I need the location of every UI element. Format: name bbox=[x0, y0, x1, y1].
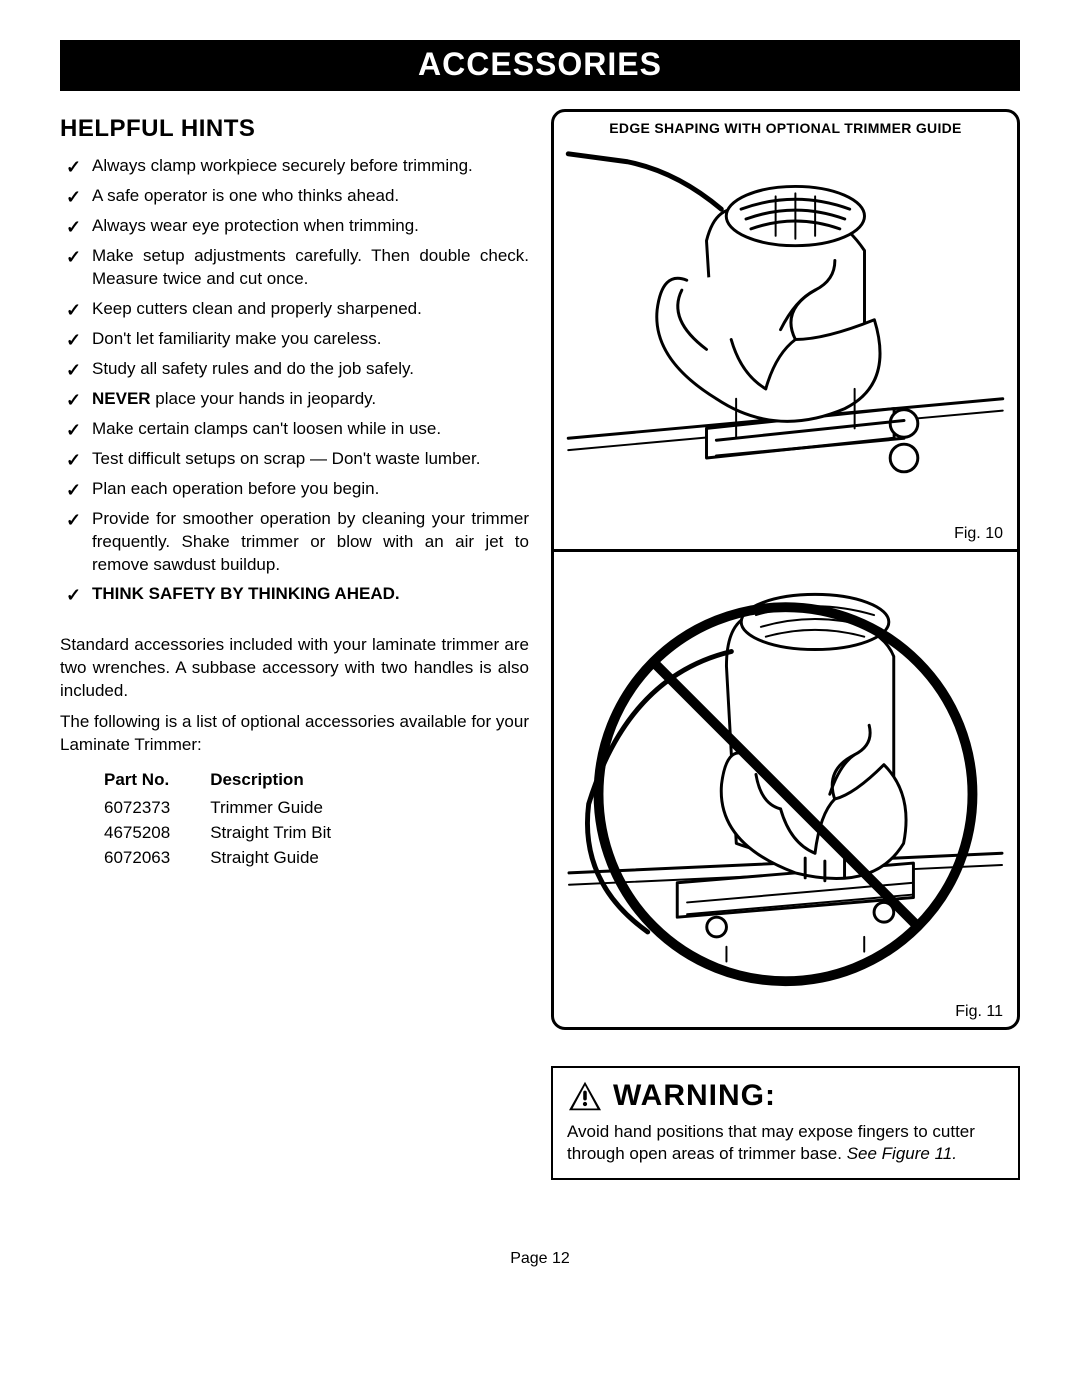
hint-item: Always clamp workpiece securely before t… bbox=[60, 155, 529, 178]
part-desc: Straight Trim Bit bbox=[210, 821, 371, 846]
page-number: Page 12 bbox=[60, 1250, 1020, 1268]
hint-text: Provide for smoother operation by cleani… bbox=[92, 509, 529, 574]
hint-text: Always wear eye protection when trimming… bbox=[92, 216, 419, 235]
hint-item: Make certain clamps can't loosen while i… bbox=[60, 418, 529, 441]
hint-emphasis: NEVER bbox=[92, 389, 151, 408]
figure-10-frame: EDGE SHAPING WITH OPTIONAL TRIMMER GUIDE bbox=[554, 112, 1017, 552]
table-row: 6072063 Straight Guide bbox=[104, 846, 371, 871]
figure-panel-title: EDGE SHAPING WITH OPTIONAL TRIMMER GUIDE bbox=[564, 120, 1007, 136]
hint-item: Always wear eye protection when trimming… bbox=[60, 215, 529, 238]
hint-text: Don't let familiarity make you careless. bbox=[92, 329, 382, 348]
hints-heading: HELPFUL HINTS bbox=[60, 113, 529, 145]
part-desc: Trimmer Guide bbox=[210, 796, 371, 821]
warning-triangle-icon bbox=[567, 1080, 603, 1112]
hint-item: THINK SAFETY BY THINKING AHEAD. bbox=[60, 583, 529, 606]
hint-item: Keep cutters clean and properly sharpene… bbox=[60, 298, 529, 321]
warning-label: WARNING: bbox=[613, 1076, 776, 1117]
accessories-para-1: Standard accessories included with your … bbox=[60, 634, 529, 703]
hint-text: Keep cutters clean and properly sharpene… bbox=[92, 299, 422, 318]
hint-item: A safe operator is one who thinks ahead. bbox=[60, 185, 529, 208]
part-no: 6072063 bbox=[104, 846, 210, 871]
part-desc: Straight Guide bbox=[210, 846, 371, 871]
warning-box: WARNING: Avoid hand positions that may e… bbox=[551, 1066, 1020, 1180]
figure-panel: EDGE SHAPING WITH OPTIONAL TRIMMER GUIDE bbox=[551, 109, 1020, 1030]
hint-text: Study all safety rules and do the job sa… bbox=[92, 359, 414, 378]
hint-text: Plan each operation before you begin. bbox=[92, 479, 379, 498]
figure-11-label: Fig. 11 bbox=[955, 1003, 1003, 1021]
accessories-para-2: The following is a list of optional acce… bbox=[60, 711, 529, 757]
part-no: 4675208 bbox=[104, 821, 210, 846]
hint-text: A safe operator is one who thinks ahead. bbox=[92, 186, 399, 205]
hint-item: Make setup adjustments carefully. Then d… bbox=[60, 245, 529, 291]
part-no: 6072373 bbox=[104, 796, 210, 821]
section-title-bar: ACCESSORIES bbox=[60, 40, 1020, 91]
manual-page: ACCESSORIES HELPFUL HINTS Always clamp w… bbox=[0, 0, 1080, 1298]
trimmer-danger-illustration bbox=[564, 558, 1007, 991]
hint-item: Provide for smoother operation by cleani… bbox=[60, 508, 529, 577]
parts-table: Part No. Description 6072373 Trimmer Gui… bbox=[104, 767, 371, 871]
hint-item: Plan each operation before you begin. bbox=[60, 478, 529, 501]
hint-text: Always clamp workpiece securely before t… bbox=[92, 156, 473, 175]
hint-text: THINK SAFETY BY THINKING AHEAD. bbox=[92, 584, 400, 603]
right-column: EDGE SHAPING WITH OPTIONAL TRIMMER GUIDE bbox=[551, 109, 1020, 1180]
hint-item: NEVER place your hands in jeopardy. bbox=[60, 388, 529, 411]
parts-col-description: Description bbox=[210, 767, 371, 796]
warning-see-figure: See Figure 11. bbox=[847, 1144, 957, 1163]
hint-text: Test difficult setups on scrap — Don't w… bbox=[92, 449, 480, 468]
warning-text: Avoid hand positions that may expose fin… bbox=[567, 1121, 1004, 1167]
hint-text: Make certain clamps can't loosen while i… bbox=[92, 419, 441, 438]
hints-list: Always clamp workpiece securely before t… bbox=[60, 155, 529, 606]
table-row: 4675208 Straight Trim Bit bbox=[104, 821, 371, 846]
hint-item: Don't let familiarity make you careless. bbox=[60, 328, 529, 351]
trimmer-edge-illustration bbox=[564, 142, 1007, 537]
hint-text: place your hands in jeopardy. bbox=[151, 389, 377, 408]
hint-item: Test difficult setups on scrap — Don't w… bbox=[60, 448, 529, 471]
hint-item: Study all safety rules and do the job sa… bbox=[60, 358, 529, 381]
parts-col-partno: Part No. bbox=[104, 767, 210, 796]
left-column: HELPFUL HINTS Always clamp workpiece sec… bbox=[60, 109, 529, 1180]
warning-header: WARNING: bbox=[567, 1076, 1004, 1117]
hint-text: Make setup adjustments carefully. Then d… bbox=[92, 246, 529, 288]
table-row: 6072373 Trimmer Guide bbox=[104, 796, 371, 821]
figure-11-frame: Fig. 11 bbox=[554, 552, 1017, 1027]
two-column-layout: HELPFUL HINTS Always clamp workpiece sec… bbox=[60, 109, 1020, 1180]
figure-10-label: Fig. 10 bbox=[954, 525, 1003, 543]
